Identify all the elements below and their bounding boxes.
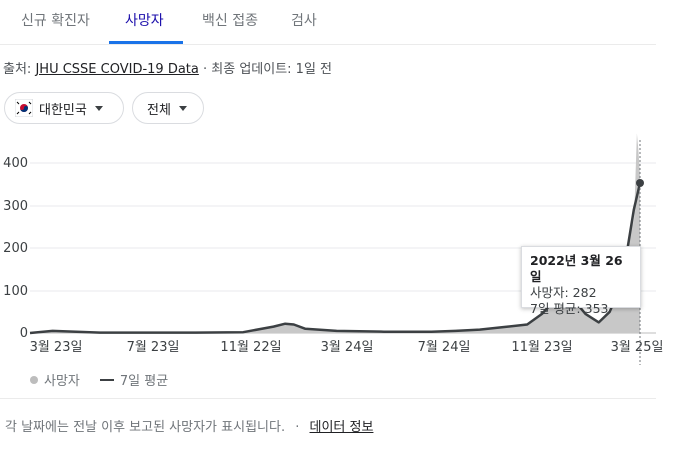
legend-average-swatch	[99, 378, 114, 381]
x-tick-label: 11월 22일	[220, 340, 281, 355]
latest-point-marker	[636, 179, 644, 187]
legend-average-label: 7일 평균	[119, 374, 169, 389]
y-tick-label: 200	[3, 241, 28, 256]
region-dropdown[interactable]: 대한민국	[4, 92, 124, 124]
x-tick-label: 3월 24일	[321, 340, 374, 355]
x-tick-label: 11월 23일	[511, 340, 572, 355]
source-prefix: 출처:	[3, 62, 32, 77]
x-tick-label: 7월 23일	[127, 340, 180, 355]
x-tick-label: 3월 25일	[611, 340, 664, 355]
chevron-down-icon	[94, 105, 103, 111]
legend-daily-swatch	[30, 375, 38, 384]
source-line: 출처: JHU CSSE COVID-19 Data · 최종 업데이트: 1일…	[3, 58, 332, 77]
tab-bar: 신규 확진자 사망자 백신 접종 검사	[0, 0, 656, 45]
region-label: 대한민국	[39, 102, 87, 118]
active-tab-indicator	[109, 41, 183, 44]
data-info-link[interactable]: 데이터 정보	[309, 420, 374, 435]
scope-dropdown[interactable]: 전체	[132, 92, 204, 124]
korea-flag-icon	[15, 99, 33, 117]
tab-vaccination[interactable]: 백신 접종	[202, 13, 258, 29]
chart-legend: 사망자 7일 평균	[30, 370, 168, 389]
y-tick-label: 100	[3, 284, 28, 299]
footer-separator: ·	[295, 420, 300, 435]
chart-tooltip: 2022년 3월 26일 사망자: 282 7일 평균: 353	[521, 246, 641, 316]
divider	[0, 398, 656, 399]
y-tick-label: 0	[20, 326, 28, 341]
x-tick-label: 3월 23일	[30, 340, 83, 355]
tooltip-deaths: 사망자: 282	[530, 285, 597, 300]
tooltip-date: 2022년 3월 26일	[530, 253, 623, 284]
tab-new-cases[interactable]: 신규 확진자	[21, 13, 90, 29]
daily-deaths-area	[30, 133, 640, 333]
x-tick-label: 7월 24일	[418, 340, 471, 355]
legend-daily-label: 사망자	[44, 374, 80, 389]
y-tick-label: 400	[3, 156, 28, 171]
tab-tests[interactable]: 검사	[291, 13, 317, 29]
source-link[interactable]: JHU CSSE COVID-19 Data	[35, 62, 199, 77]
scope-label: 전체	[147, 102, 171, 118]
daily-deaths-area-shape	[30, 133, 640, 333]
footer-note: 각 날짜에는 전날 이후 보고된 사망자가 표시됩니다. · 데이터 정보	[5, 416, 373, 435]
tooltip-average: 7일 평균: 353	[530, 301, 609, 316]
footer-text: 각 날짜에는 전날 이후 보고된 사망자가 표시됩니다.	[5, 420, 286, 435]
y-tick-label: 300	[3, 199, 28, 214]
source-updated: · 최종 업데이트: 1일 전	[203, 62, 333, 77]
chevron-down-icon	[178, 105, 187, 111]
seven-day-average-line	[29, 182, 642, 335]
tab-deaths[interactable]: 사망자	[125, 13, 164, 29]
seven-day-average-path	[29, 182, 642, 335]
